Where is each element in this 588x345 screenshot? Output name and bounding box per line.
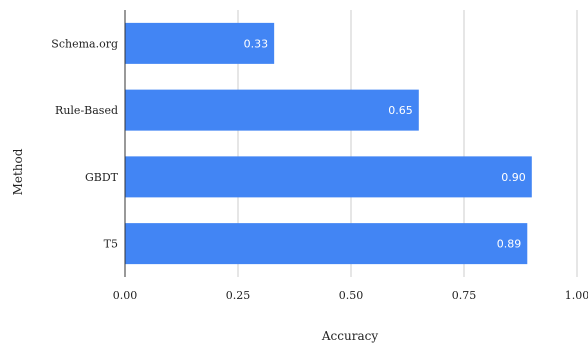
x-tick-label: 0.25 xyxy=(226,289,251,302)
axes: 0.00 0.25 0.50 0.75 1.00 Schema.org Rule-Based… xyxy=(51,10,588,302)
bar xyxy=(125,223,528,265)
y-axis-title: Method xyxy=(11,148,25,195)
bar-data-label: 0.90 xyxy=(501,171,526,184)
bar xyxy=(125,156,532,198)
bar-data-label: 0.33 xyxy=(244,37,269,50)
x-tick-label: 0.00 xyxy=(113,289,138,302)
x-axis-title: Accuracy xyxy=(321,329,378,343)
bar-data-label: 0.65 xyxy=(388,104,413,117)
x-tick-label: 0.75 xyxy=(452,289,477,302)
x-tick-label: 0.50 xyxy=(339,289,364,302)
bar xyxy=(125,89,419,131)
x-tick-label: 1.00 xyxy=(565,289,588,302)
y-category-label: T5 xyxy=(104,238,118,251)
y-category-label: Rule-Based xyxy=(55,104,118,117)
bars: 0.33 0.65 0.90 0.89 xyxy=(125,22,532,265)
bar xyxy=(125,22,275,64)
y-category-label: GBDT xyxy=(85,171,119,184)
bar-data-label: 0.89 xyxy=(497,238,522,251)
y-category-label: Schema.org xyxy=(51,37,118,50)
